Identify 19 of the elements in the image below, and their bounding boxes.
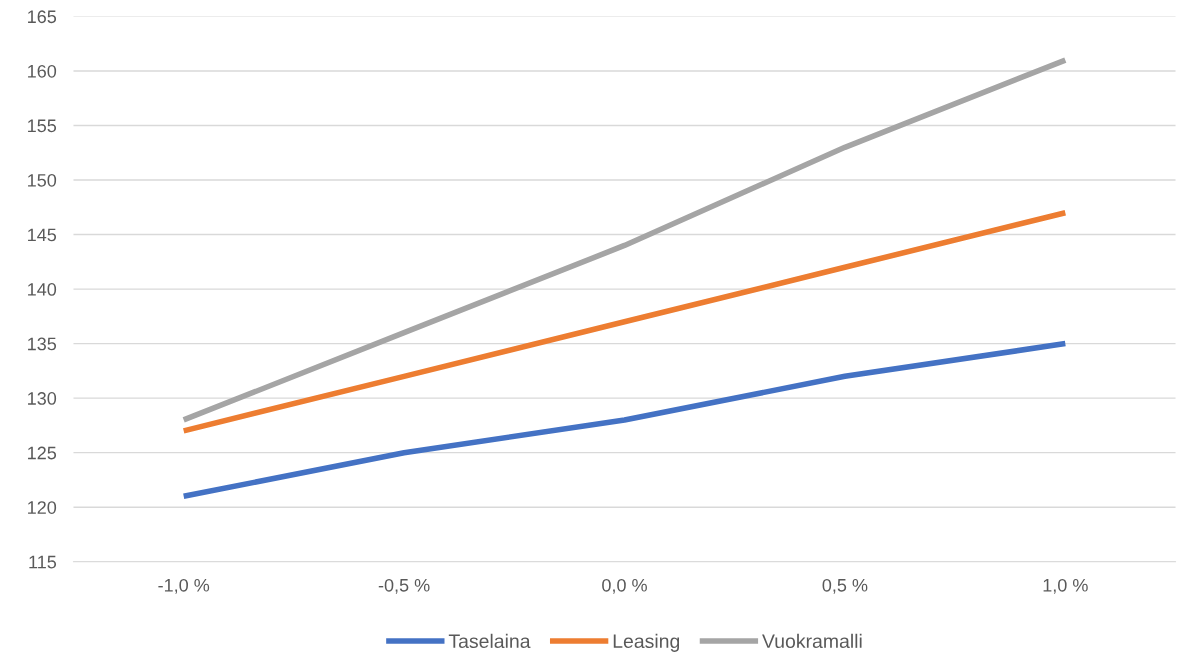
legend-label: Vuokramalli — [762, 633, 862, 649]
x-tick-label: 0,0 % — [602, 578, 647, 594]
y-tick-label: 155 — [28, 119, 57, 133]
y-tick-label: 150 — [28, 173, 57, 187]
y-tick-label: 160 — [28, 64, 57, 78]
x-tick-label: -1,0 % — [158, 578, 210, 594]
y-tick-label: 135 — [28, 337, 57, 351]
x-tick-label: 0,5 % — [822, 578, 868, 594]
y-tick-label: 130 — [28, 392, 57, 405]
x-tick-label: 1,0 % — [1043, 578, 1088, 594]
y-tick-label: 115 — [29, 555, 57, 569]
y-tick-label: 145 — [28, 228, 57, 242]
y-tick-label: 125 — [28, 446, 57, 460]
x-tick-label: -0,5 % — [378, 578, 430, 594]
y-tick-label: 120 — [28, 501, 57, 514]
legend-label: Taselaina — [448, 633, 531, 649]
legend-label: Leasing — [613, 633, 680, 652]
y-tick-label: 140 — [28, 283, 57, 296]
y-tick-label: 165 — [28, 10, 57, 24]
